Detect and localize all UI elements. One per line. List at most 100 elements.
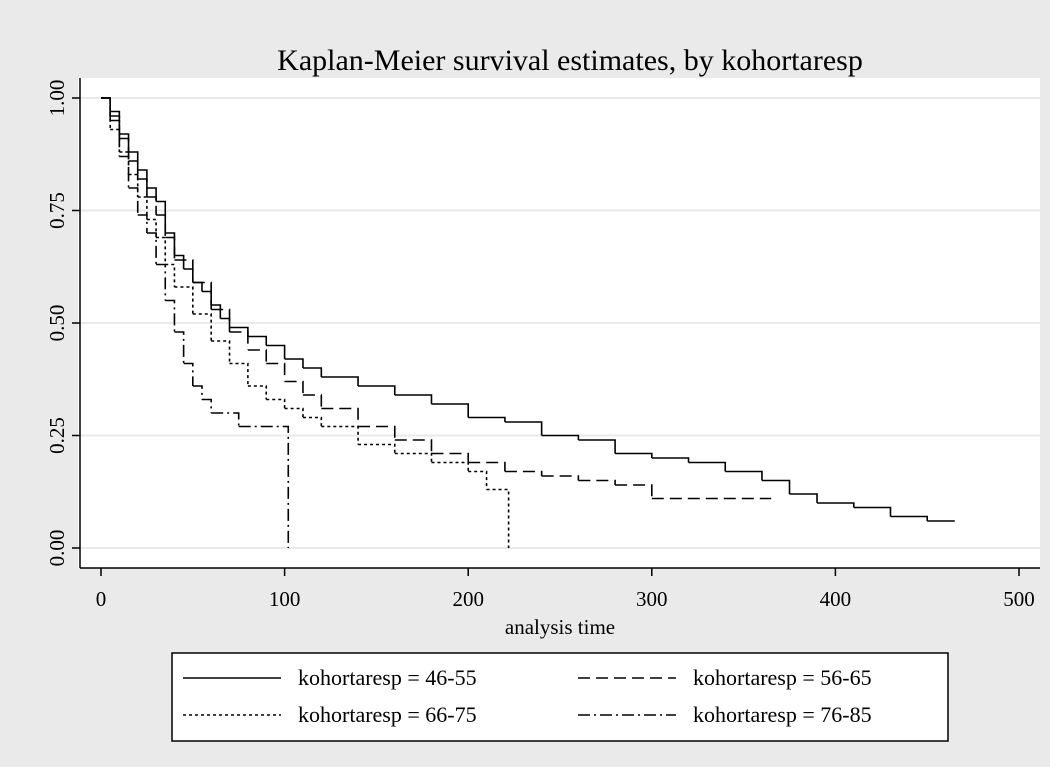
survival-step (431, 461, 469, 472)
survival-step (504, 470, 543, 476)
survival-step (394, 394, 433, 404)
x-tick-label: 100 (269, 587, 301, 611)
survival-step (688, 461, 727, 472)
survival-step (119, 133, 130, 152)
y-tick-label: 0.75 (45, 192, 69, 229)
survival-step (165, 263, 176, 287)
survival-step (128, 160, 139, 179)
survival-step (119, 137, 130, 161)
x-axis-label: analysis time (505, 615, 615, 639)
survival-step (174, 254, 185, 269)
x-tick-label: 400 (820, 587, 852, 611)
survival-step (183, 362, 194, 386)
survival-step (302, 367, 323, 377)
y-tick-label: 0.50 (45, 305, 69, 342)
survival-step (284, 358, 304, 368)
survival-step (119, 151, 130, 175)
survival-step (504, 421, 543, 436)
survival-step (101, 97, 111, 121)
survival-step (468, 416, 506, 422)
survival-step (174, 331, 185, 364)
survival-step (468, 461, 506, 472)
survival-step (578, 479, 616, 485)
survival-step (156, 200, 167, 233)
legend (171, 652, 949, 742)
survival-step (302, 416, 323, 427)
survival-step (541, 434, 580, 440)
survival-step (211, 308, 231, 332)
y-tick-label: 1.00 (45, 80, 69, 117)
survival-step (156, 263, 167, 301)
y-tick-label: 0.00 (45, 530, 69, 567)
survival-step (211, 340, 231, 364)
survival-step (165, 236, 176, 260)
survival-step (761, 479, 791, 494)
survival-step (321, 425, 359, 445)
survival-step (247, 349, 268, 364)
survival-step (128, 151, 139, 170)
survival-step (266, 398, 286, 409)
survival-step (201, 398, 212, 413)
survival-step (486, 488, 510, 548)
survival-step (192, 313, 212, 341)
survival-step (302, 394, 323, 409)
legend-label: kohortaresp = 76-85 (693, 702, 872, 727)
survival-step (266, 362, 286, 382)
survival-step (229, 362, 249, 386)
survival-step (110, 119, 121, 157)
x-tick-label: 300 (636, 587, 668, 611)
survival-step (358, 443, 396, 454)
survival-step (431, 403, 469, 418)
survival-step (247, 335, 268, 346)
survival-step (284, 407, 304, 418)
survival-step (247, 385, 268, 400)
survival-step (174, 286, 194, 314)
survival-step (394, 439, 433, 454)
survival-step (578, 439, 616, 454)
legend-label: kohortaresp = 56-65 (693, 665, 872, 690)
legend-label: kohortaresp = 46-55 (298, 665, 477, 690)
chart-title: Kaplan-Meier survival estimates, by koho… (277, 44, 863, 77)
survival-step (725, 470, 763, 481)
survival-step (853, 506, 892, 517)
survival-step (615, 484, 653, 499)
x-tick-label: 200 (452, 587, 484, 611)
survival-step (137, 169, 148, 188)
survival-step (358, 385, 396, 395)
survival-step (156, 214, 167, 238)
survival-step (394, 452, 433, 463)
survival-step (137, 196, 148, 220)
survival-step (541, 475, 580, 481)
survival-step (266, 344, 286, 359)
survival-step (321, 376, 359, 386)
survival-step (165, 299, 176, 332)
survival-step (192, 385, 203, 400)
survival-step (431, 452, 469, 463)
x-tick-label: 0 (96, 587, 107, 611)
survival-step (110, 115, 121, 139)
survival-step (146, 196, 157, 215)
survival-step (890, 515, 928, 521)
survival-step (146, 232, 157, 265)
survival-step (229, 331, 249, 350)
y-tick-label: 0.25 (45, 417, 69, 454)
legend-label: kohortaresp = 66-75 (298, 702, 477, 727)
survival-step (137, 178, 148, 197)
survival-step (468, 470, 488, 490)
survival-step (211, 412, 240, 427)
survival-step (358, 425, 396, 440)
survival-step (321, 407, 359, 427)
survival-step (284, 380, 304, 395)
survival-step (238, 425, 290, 548)
survival-step (119, 155, 130, 188)
survival-step (137, 214, 148, 233)
survival-step (192, 281, 212, 310)
survival-step (128, 187, 139, 215)
x-tick-label: 500 (1003, 587, 1035, 611)
survival-step (651, 457, 690, 463)
survival-step (817, 502, 855, 508)
survival-step (789, 493, 818, 503)
survival-step (174, 259, 194, 283)
